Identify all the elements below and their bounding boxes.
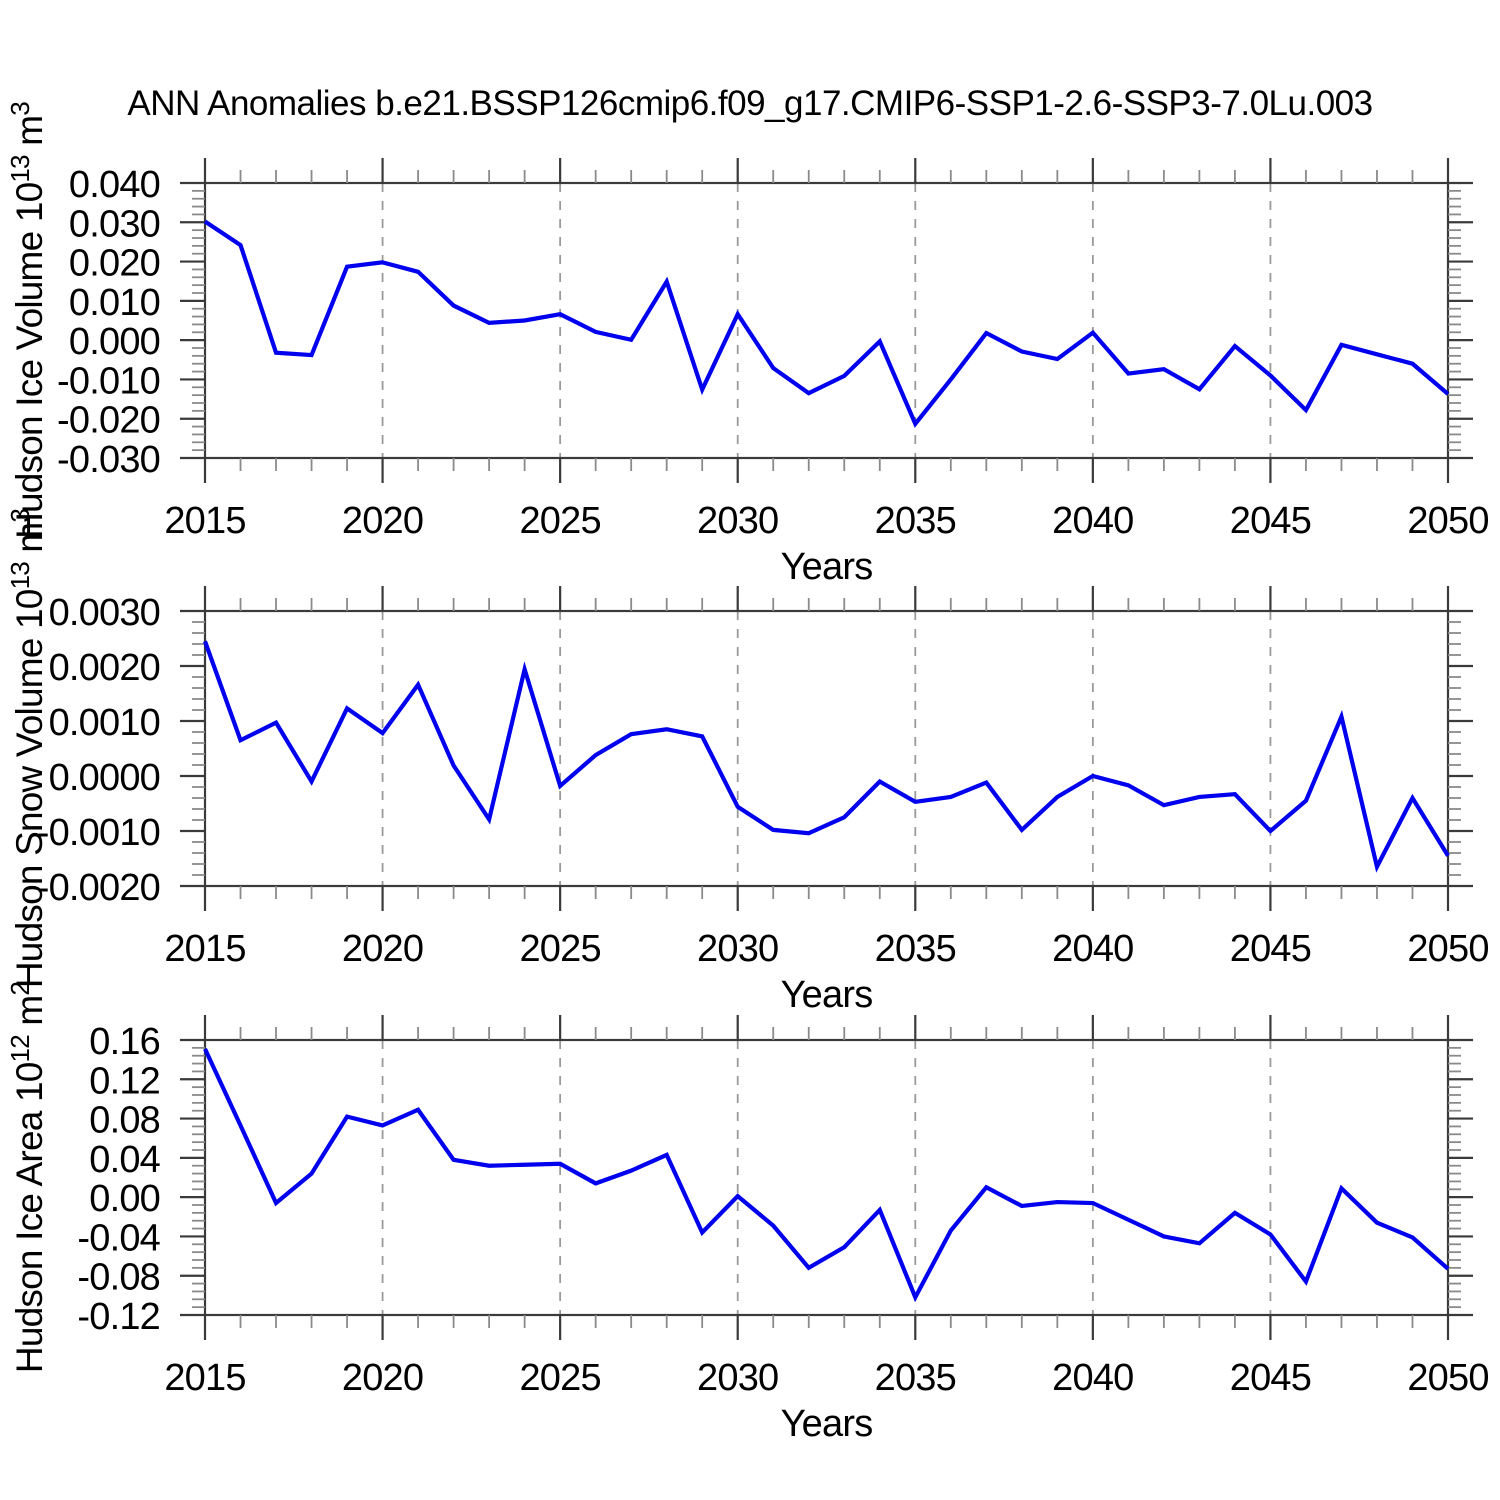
plot-frame (203, 1038, 1450, 1317)
x-tick-labels: 2015 2020 2025 2030 2035 2040 2045 2050 (164, 1357, 1489, 1399)
y-axis-title: Hudson Snow Volume 1013 m3 (5, 509, 50, 989)
x-tick-label: 2045 (1230, 1357, 1311, 1399)
x-tick-label: 2020 (342, 928, 423, 970)
x-ticks (203, 586, 1450, 911)
y-ticks (180, 609, 1473, 888)
y-tick-label: 0.12 (89, 1060, 160, 1102)
x-tick-label: 2035 (875, 500, 956, 542)
y-tick-label: -0.0020 (37, 867, 160, 909)
y-tick-label: 0.16 (89, 1021, 160, 1063)
x-tick-label: 2015 (164, 500, 245, 542)
x-ticks (203, 158, 1450, 483)
x-tick-label: 2050 (1407, 928, 1488, 970)
x-tick-label: 2035 (875, 928, 956, 970)
y-tick-label: 0.040 (69, 164, 160, 206)
y-tick-label: -0.12 (77, 1296, 160, 1338)
chart-title: ANN Anomalies b.e21.BSSP126cmip6.f09_g17… (127, 84, 1373, 123)
y-tick-label: 0.0020 (49, 647, 160, 689)
x-tick-label: 2015 (164, 1357, 245, 1399)
y-tick-label: 0.0000 (49, 757, 160, 799)
y-tick-label: 0.04 (89, 1139, 160, 1181)
x-tick-label: 2040 (1052, 1357, 1133, 1399)
series-line (203, 219, 1450, 428)
series-line (203, 640, 1450, 873)
y-tick-label: -0.08 (77, 1257, 160, 1299)
panel-hudson-snow-volume: 0.00300.00200.00100.0000-0.0010-0.002020… (5, 509, 1489, 1016)
x-tick-label: 2020 (342, 1357, 423, 1399)
y-axis-title: Hudson Ice Volume 1013 m3 (5, 102, 50, 539)
y-tick-label: 0.00 (89, 1178, 160, 1220)
x-tick-label: 2035 (875, 1357, 956, 1399)
x-axis-title: Years (781, 546, 873, 588)
x-tick-label: 2015 (164, 928, 245, 970)
x-tick-label: 2045 (1230, 928, 1311, 970)
gridlines (381, 1040, 1272, 1315)
y-tick-label: -0.030 (57, 439, 160, 481)
y-axis-title: Hudson Ice Area 1012 m2 (5, 982, 50, 1373)
y-tick-label: 0.030 (69, 203, 160, 245)
x-axis-title: Years (781, 974, 873, 1016)
y-tick-label: 0.000 (69, 321, 160, 363)
y-tick-label: -0.020 (57, 400, 160, 442)
x-tick-label: 2020 (342, 500, 423, 542)
x-tick-label: 2045 (1230, 500, 1311, 542)
gridlines (381, 611, 1272, 886)
plot-frame (203, 609, 1450, 888)
y-tick-labels: 0.160.120.080.040.00-0.04-0.08-0.12 (77, 1021, 161, 1338)
x-tick-label: 2025 (519, 500, 600, 542)
y-tick-labels: 0.0030 0.0020 0.0010 0.0000 -0.0010 -0.0020 (37, 592, 161, 909)
x-tick-label: 2030 (697, 928, 778, 970)
y-tick-label: 0.0030 (49, 592, 160, 634)
y-tick-label: 0.08 (89, 1100, 160, 1142)
plot-frame (203, 181, 1450, 460)
y-tick-label: 0.0010 (49, 702, 160, 744)
x-axis-title: Years (781, 1403, 873, 1445)
x-tick-label: 2025 (519, 1357, 600, 1399)
x-ticks (203, 1015, 1450, 1340)
x-tick-label: 2030 (697, 1357, 778, 1399)
y-ticks (180, 181, 1473, 460)
y-tick-labels: 0.0400.0300.0200.0100.000-0.010-0.020-0.… (57, 164, 161, 481)
y-tick-label: 0.020 (69, 243, 160, 285)
y-tick-label: 0.010 (69, 282, 160, 324)
y-tick-label: -0.0010 (37, 812, 160, 854)
x-tick-label: 2050 (1407, 500, 1488, 542)
x-tick-label: 2040 (1052, 500, 1133, 542)
x-tick-label: 2025 (519, 928, 600, 970)
x-tick-label: 2040 (1052, 928, 1133, 970)
series-line (203, 1047, 1450, 1303)
y-ticks (180, 1038, 1473, 1317)
x-tick-label: 2050 (1407, 1357, 1488, 1399)
panel-hudson-ice-volume: 0.0400.0300.0200.0100.000-0.010-0.020-0.… (5, 102, 1489, 588)
y-tick-label: -0.04 (77, 1217, 160, 1259)
x-tick-labels: 2015 2020 2025 2030 2035 2040 2045 2050 (164, 928, 1489, 970)
x-tick-label: 2030 (697, 500, 778, 542)
x-tick-labels: 2015 2020 2025 2030 2035 2040 2045 2050 (164, 500, 1489, 542)
y-tick-label: -0.010 (57, 360, 160, 402)
